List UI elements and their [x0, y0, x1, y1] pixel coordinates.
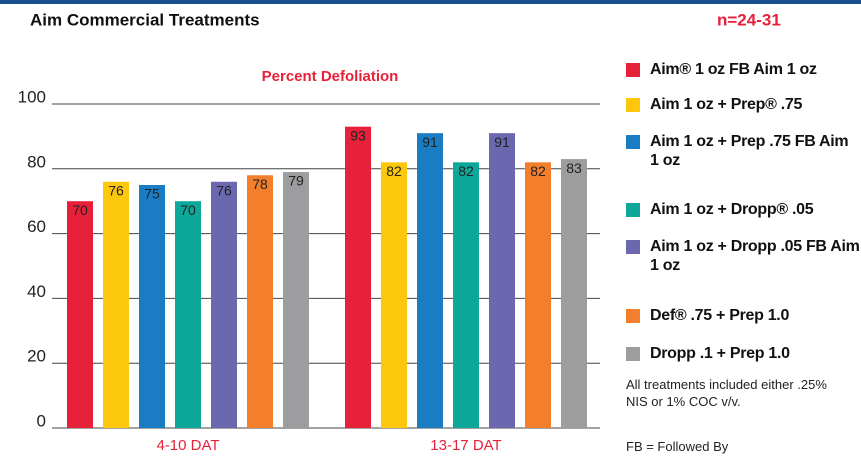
- bar: [139, 185, 165, 428]
- legend-label: Dropp .1 + Prep 1.0: [650, 345, 790, 362]
- legend-label: Aim 1 oz + Dropp® .05: [650, 201, 814, 218]
- legend-label: Aim® 1 oz FB Aim 1 oz: [650, 61, 817, 78]
- legend-item: Aim 1 oz + Prep® .75: [626, 95, 860, 114]
- legend-swatch: [626, 63, 640, 77]
- legend-swatch: [626, 347, 640, 361]
- sample-size: n=24-31: [717, 10, 781, 29]
- bar: [283, 172, 309, 428]
- x-tick-label: 4-10 DAT: [156, 437, 219, 454]
- legend-item: Aim 1 oz + Dropp .05 FB Aim 1 oz: [626, 237, 860, 275]
- legend-swatch: [626, 203, 640, 217]
- value-label: 78: [252, 176, 268, 192]
- note: FB = Followed By: [626, 439, 729, 454]
- value-label: 76: [108, 182, 124, 198]
- legend-swatch: [626, 240, 640, 254]
- top-rule: [0, 0, 861, 4]
- value-label: 83: [566, 160, 582, 176]
- bar: [381, 162, 407, 428]
- value-label: 82: [458, 163, 474, 179]
- legend-item: Aim® 1 oz FB Aim 1 oz: [626, 60, 860, 79]
- bar: [489, 133, 515, 428]
- value-label: 93: [350, 127, 366, 143]
- value-label: 91: [422, 134, 438, 150]
- legend-swatch: [626, 135, 640, 149]
- bar: [561, 159, 587, 428]
- bar: [103, 181, 129, 428]
- x-tick-label: 13-17 DAT: [430, 437, 501, 454]
- chart-subtitle: Percent Defoliation: [262, 68, 399, 85]
- note: All treatments included either .25% NIS …: [626, 377, 827, 409]
- bar: [67, 201, 93, 428]
- bar: [453, 162, 479, 428]
- bar: [345, 126, 371, 429]
- value-label: 82: [386, 163, 402, 179]
- value-label: 91: [494, 134, 510, 150]
- legend-item: Dropp .1 + Prep 1.0: [626, 344, 860, 363]
- legend-label: Def® .75 + Prep 1.0: [650, 307, 790, 324]
- value-label: 82: [530, 163, 546, 179]
- legend-label: Aim 1 oz + Dropp .05 FB Aim 1 oz: [650, 238, 860, 274]
- bar: [211, 181, 237, 428]
- legend-swatch: [626, 309, 640, 323]
- legend-item: Aim 1 oz + Prep .75 FB Aim 1 oz: [626, 132, 860, 170]
- value-label: 79: [288, 173, 304, 189]
- y-tick-label: 100: [18, 87, 46, 106]
- value-label: 75: [144, 186, 160, 202]
- y-tick-label: 80: [27, 152, 46, 171]
- value-label: 70: [72, 202, 88, 218]
- y-tick-label: 0: [37, 411, 46, 430]
- legend-swatch: [626, 98, 640, 112]
- value-label: 76: [216, 182, 232, 198]
- value-label: 70: [180, 202, 196, 218]
- legend-item: Def® .75 + Prep 1.0: [626, 306, 860, 325]
- bar: [247, 175, 273, 428]
- chart-title: Aim Commercial Treatments: [30, 10, 260, 29]
- legend-label: Aim 1 oz + Prep .75 FB Aim 1 oz: [650, 133, 849, 169]
- bar: [175, 201, 201, 428]
- bar: [525, 162, 551, 428]
- y-tick-label: 20: [27, 347, 46, 366]
- y-tick-label: 40: [27, 282, 46, 301]
- y-tick-label: 60: [27, 217, 46, 236]
- legend-label: Aim 1 oz + Prep® .75: [650, 96, 803, 113]
- bar: [417, 133, 443, 428]
- legend-item: Aim 1 oz + Dropp® .05: [626, 200, 860, 219]
